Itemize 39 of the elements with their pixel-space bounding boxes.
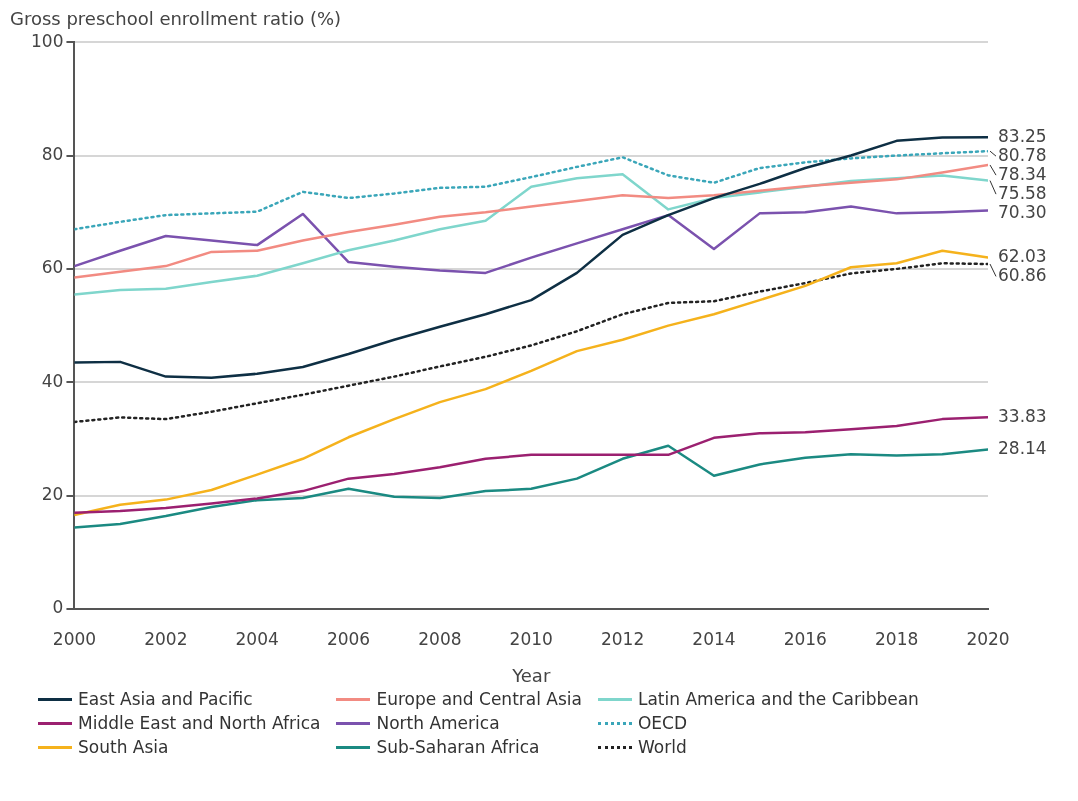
y-axis-title: Gross preschool enrollment ratio (%) xyxy=(10,8,343,29)
x-tick-label: 2008 xyxy=(418,629,462,650)
x-tick-label: 2010 xyxy=(509,629,553,650)
legend-label: North America xyxy=(376,713,500,733)
legend-label: South Asia xyxy=(78,737,169,757)
legend-label: Sub-Saharan Africa xyxy=(376,737,540,757)
data-label: 78.34 xyxy=(998,163,1047,184)
y-tick-label: 60 xyxy=(41,257,64,278)
x-tick-label: 2000 xyxy=(52,629,97,650)
y-tick-label: 40 xyxy=(41,370,64,391)
legend-label: Middle East and North Africa xyxy=(78,713,321,733)
data-label: 70.30 xyxy=(998,201,1047,222)
x-axis-title: Year xyxy=(511,664,551,686)
x-tick-label: 2012 xyxy=(600,629,645,650)
legend-label: OECD xyxy=(637,713,688,733)
x-tick-label: 2018 xyxy=(875,629,919,650)
y-tick-label: 20 xyxy=(41,484,64,505)
y-tick-label: 80 xyxy=(41,143,64,164)
x-tick-label: 2002 xyxy=(144,629,188,650)
data-label: 33.83 xyxy=(998,405,1047,426)
data-label: 60.86 xyxy=(998,264,1047,285)
x-tick-label: 2014 xyxy=(692,629,736,650)
line-series xyxy=(74,262,988,424)
data-label: 75.58 xyxy=(998,182,1047,203)
data-label: 62.03 xyxy=(998,245,1047,266)
x-tick-label: 2016 xyxy=(783,629,827,650)
data-label: 28.14 xyxy=(998,437,1047,458)
y-tick-label: 0 xyxy=(52,597,64,618)
legend-label: Europe and Central Asia xyxy=(376,689,582,709)
x-tick-label: 2020 xyxy=(966,629,1010,650)
line-series xyxy=(74,149,988,231)
legend-label: East Asia and Pacific xyxy=(78,689,253,709)
data-label: 83.25 xyxy=(998,125,1047,146)
legend-label: Latin America and the Caribbean xyxy=(637,689,919,709)
data-label: 80.78 xyxy=(998,144,1047,165)
x-tick-label: 2004 xyxy=(235,629,279,650)
x-tick-label: 2006 xyxy=(326,629,371,650)
legend-label: World xyxy=(637,737,687,757)
y-tick-label: 100 xyxy=(30,30,64,51)
